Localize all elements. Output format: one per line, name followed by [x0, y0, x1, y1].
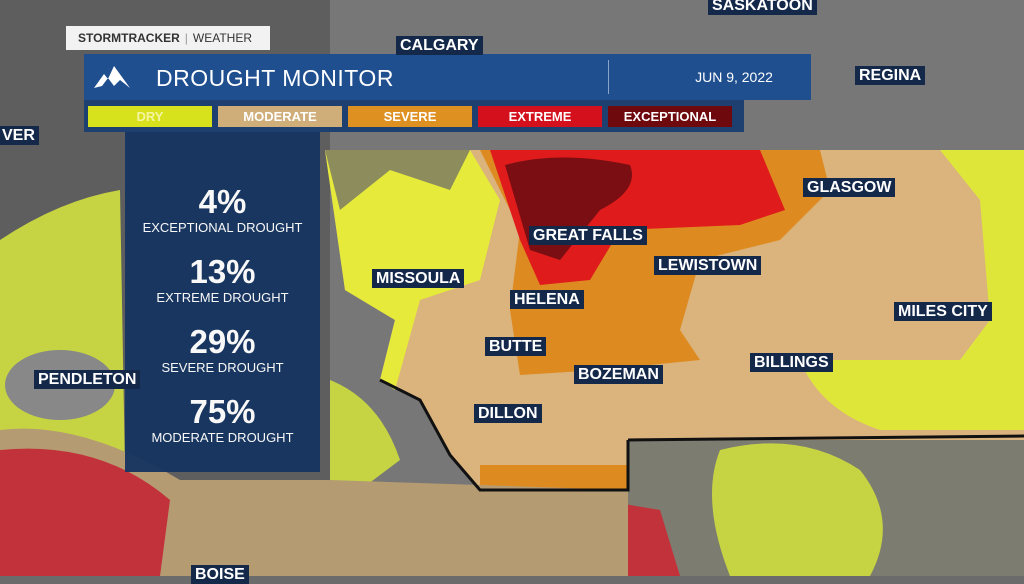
city-label: GREAT FALLS [529, 226, 647, 245]
stat-label: SEVERE DROUGHT [161, 360, 284, 375]
city-label: LEWISTOWN [654, 256, 762, 275]
dry-region [0, 190, 125, 470]
divider [608, 60, 609, 94]
city-label: BOISE [191, 565, 249, 584]
stat-label: EXTREME DROUGHT [156, 290, 289, 305]
city-label: DILLON [474, 404, 542, 423]
city-label: BUTTE [485, 337, 547, 356]
stat-value: 75% [189, 393, 256, 430]
mountain-icon [94, 66, 130, 88]
page-title: DROUGHT MONITOR [156, 65, 394, 91]
legend-moderate: MODERATE [218, 106, 342, 127]
legend-exceptional: EXCEPTIONAL [608, 106, 732, 127]
title-bar: DROUGHT MONITOR JUN 9, 2022 [84, 54, 811, 100]
brand-name: STORMTRACKER [78, 31, 180, 45]
stat-label: MODERATE DROUGHT [151, 430, 294, 445]
city-label: MISSOULA [372, 269, 465, 288]
city-label: BILLINGS [750, 353, 833, 372]
city-label: GLASGOW [803, 178, 896, 197]
stat-value: 4% [198, 183, 247, 220]
extreme-region [0, 448, 170, 576]
legend-severe: SEVERE [348, 106, 472, 127]
city-label: HELENA [510, 290, 584, 309]
city-label: VER [0, 126, 39, 145]
date-label: JUN 9, 2022 [695, 69, 773, 85]
city-label: PENDLETON [34, 370, 141, 389]
stat-value: 13% [189, 253, 256, 290]
city-label: REGINA [855, 66, 926, 85]
brand-section: WEATHER [192, 31, 253, 45]
legend: DRY MODERATE SEVERE EXTREME EXCEPTIONAL [84, 100, 744, 132]
stat-value: 29% [189, 323, 256, 360]
city-label: BOZEMAN [574, 365, 663, 384]
city-label: SASKATOON [708, 0, 817, 15]
brand-bar: STORMTRACKER | WEATHER [66, 26, 270, 50]
city-label: MILES CITY [894, 302, 992, 321]
legend-extreme: EXTREME [478, 106, 602, 127]
stats-panel: 4% EXCEPTIONAL DROUGHT 13% EXTREME DROUG… [125, 132, 320, 472]
state-border [627, 434, 1024, 442]
city-label: CALGARY [396, 36, 483, 55]
legend-dry: DRY [88, 106, 212, 127]
stat-label: EXCEPTIONAL DROUGHT [142, 220, 303, 235]
